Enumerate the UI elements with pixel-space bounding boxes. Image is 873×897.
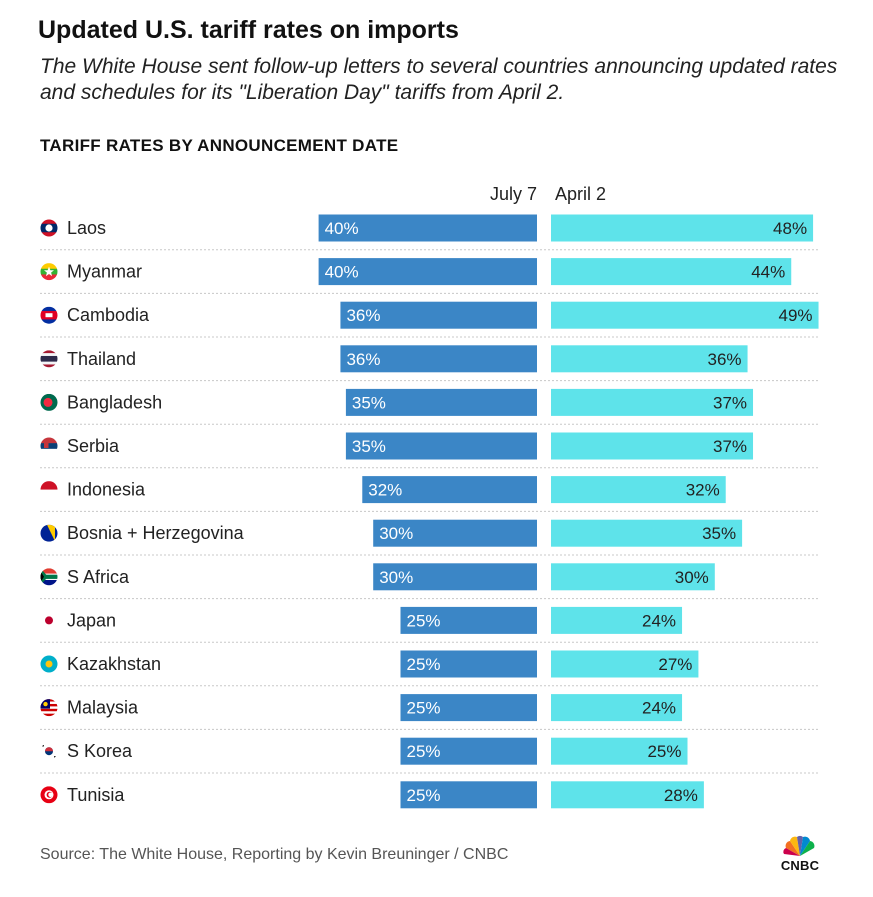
value-label-july-7: 30% xyxy=(379,524,413,543)
myanmar-flag-icon xyxy=(40,263,58,281)
value-label-july-7: 25% xyxy=(407,742,441,761)
bar-april-2 xyxy=(551,258,792,286)
value-label-april-2: 35% xyxy=(702,524,736,543)
bosnia-flag-icon xyxy=(40,524,58,542)
bar-april-2 xyxy=(551,432,754,460)
value-label-april-2: 25% xyxy=(647,742,681,761)
bar-april-2 xyxy=(551,476,726,504)
bar-april-2 xyxy=(551,214,814,242)
kazakhstan-flag-icon xyxy=(40,655,58,673)
bar-april-2 xyxy=(551,781,704,809)
country-label: Thailand xyxy=(67,349,136,369)
country-label: Myanmar xyxy=(67,262,142,282)
value-label-july-7: 32% xyxy=(368,481,402,500)
value-label-july-7: 25% xyxy=(407,655,441,674)
tariff-bar-chart: July 7 April 2 Laos 40% 48% Myanmar 40% 44% Camb… xyxy=(40,184,820,809)
value-label-july-7: 40% xyxy=(325,219,359,238)
bangladesh-flag-icon xyxy=(40,393,58,411)
value-label-april-2: 24% xyxy=(642,699,676,718)
bar-july-7 xyxy=(373,519,537,547)
country-label: Cambodia xyxy=(67,305,150,325)
value-label-april-2: 27% xyxy=(658,655,692,674)
south-africa-flag-icon xyxy=(40,568,58,586)
value-label-july-7: 36% xyxy=(346,350,380,369)
value-label-april-2: 37% xyxy=(713,437,747,456)
value-label-april-2: 32% xyxy=(686,481,720,500)
value-label-july-7: 30% xyxy=(379,568,413,587)
legend-april-2: April 2 xyxy=(555,184,606,204)
country-label: Kazakhstan xyxy=(67,654,161,674)
bar-april-2 xyxy=(551,650,699,678)
value-label-april-2: 49% xyxy=(779,306,813,325)
bar-july-7 xyxy=(318,258,537,286)
value-label-april-2: 28% xyxy=(664,786,698,805)
legend-july-7: July 7 xyxy=(490,184,537,204)
country-label: S Africa xyxy=(67,567,130,587)
cambodia-flag-icon xyxy=(40,306,58,324)
bar-april-2 xyxy=(551,345,748,373)
peacock-icon xyxy=(783,836,815,856)
bar-july-7 xyxy=(400,694,537,722)
bar-july-7 xyxy=(345,388,537,416)
indonesia-flag-icon xyxy=(40,481,58,499)
country-label: Tunisia xyxy=(67,785,125,805)
bar-april-2 xyxy=(551,388,754,416)
section-heading: TARIFF RATES BY ANNOUNCEMENT DATE xyxy=(40,136,399,155)
value-label-april-2: 37% xyxy=(713,393,747,412)
country-label: Laos xyxy=(67,218,106,238)
value-label-april-2: 44% xyxy=(751,263,785,282)
bar-july-7 xyxy=(340,301,537,329)
source-note: Source: The White House, Reporting by Ke… xyxy=(40,846,509,863)
value-label-april-2: 24% xyxy=(642,611,676,630)
value-label-july-7: 25% xyxy=(407,699,441,718)
country-label: Indonesia xyxy=(67,480,146,500)
country-label: S Korea xyxy=(67,741,133,761)
bar-july-7 xyxy=(400,781,537,809)
bar-april-2 xyxy=(551,563,715,591)
bar-april-2 xyxy=(551,694,683,722)
serbia-flag-icon xyxy=(40,437,58,455)
chart-subtitle: The White House sent follow-up letters t… xyxy=(40,55,838,104)
bar-july-7 xyxy=(400,650,537,678)
value-label-april-2: 48% xyxy=(773,219,807,238)
bar-july-7 xyxy=(373,563,537,591)
value-label-april-2: 30% xyxy=(675,568,709,587)
bar-july-7 xyxy=(400,737,537,765)
bar-july-7 xyxy=(362,476,537,504)
tunisia-flag-icon xyxy=(40,786,58,804)
cnbc-logo-text: CNBC xyxy=(780,858,820,873)
south-korea-flag-icon xyxy=(40,742,58,760)
country-label: Bangladesh xyxy=(67,392,162,412)
chart-title: Updated U.S. tariff rates on imports xyxy=(38,16,459,44)
value-label-july-7: 25% xyxy=(407,786,441,805)
bar-july-7 xyxy=(400,606,537,634)
country-label: Malaysia xyxy=(67,698,139,718)
country-label: Serbia xyxy=(67,436,120,456)
value-label-july-7: 35% xyxy=(352,393,386,412)
bar-july-7 xyxy=(318,214,537,242)
bar-april-2 xyxy=(551,519,743,547)
malaysia-flag-icon xyxy=(40,699,58,717)
bar-april-2 xyxy=(551,737,688,765)
value-label-april-2: 36% xyxy=(708,350,742,369)
thailand-flag-icon xyxy=(40,350,58,368)
bar-april-2 xyxy=(551,301,819,329)
country-label: Japan xyxy=(67,610,116,630)
bar-july-7 xyxy=(345,432,537,460)
japan-flag-icon xyxy=(40,611,58,629)
value-label-july-7: 35% xyxy=(352,437,386,456)
bar-april-2 xyxy=(551,606,683,634)
bar-july-7 xyxy=(340,345,537,373)
laos-flag-icon xyxy=(40,219,58,237)
value-label-july-7: 36% xyxy=(346,306,380,325)
cnbc-logo: CNBC xyxy=(774,834,830,874)
country-label: Bosnia + Herzegovina xyxy=(67,523,245,543)
value-label-july-7: 25% xyxy=(407,611,441,630)
value-label-july-7: 40% xyxy=(325,263,359,282)
